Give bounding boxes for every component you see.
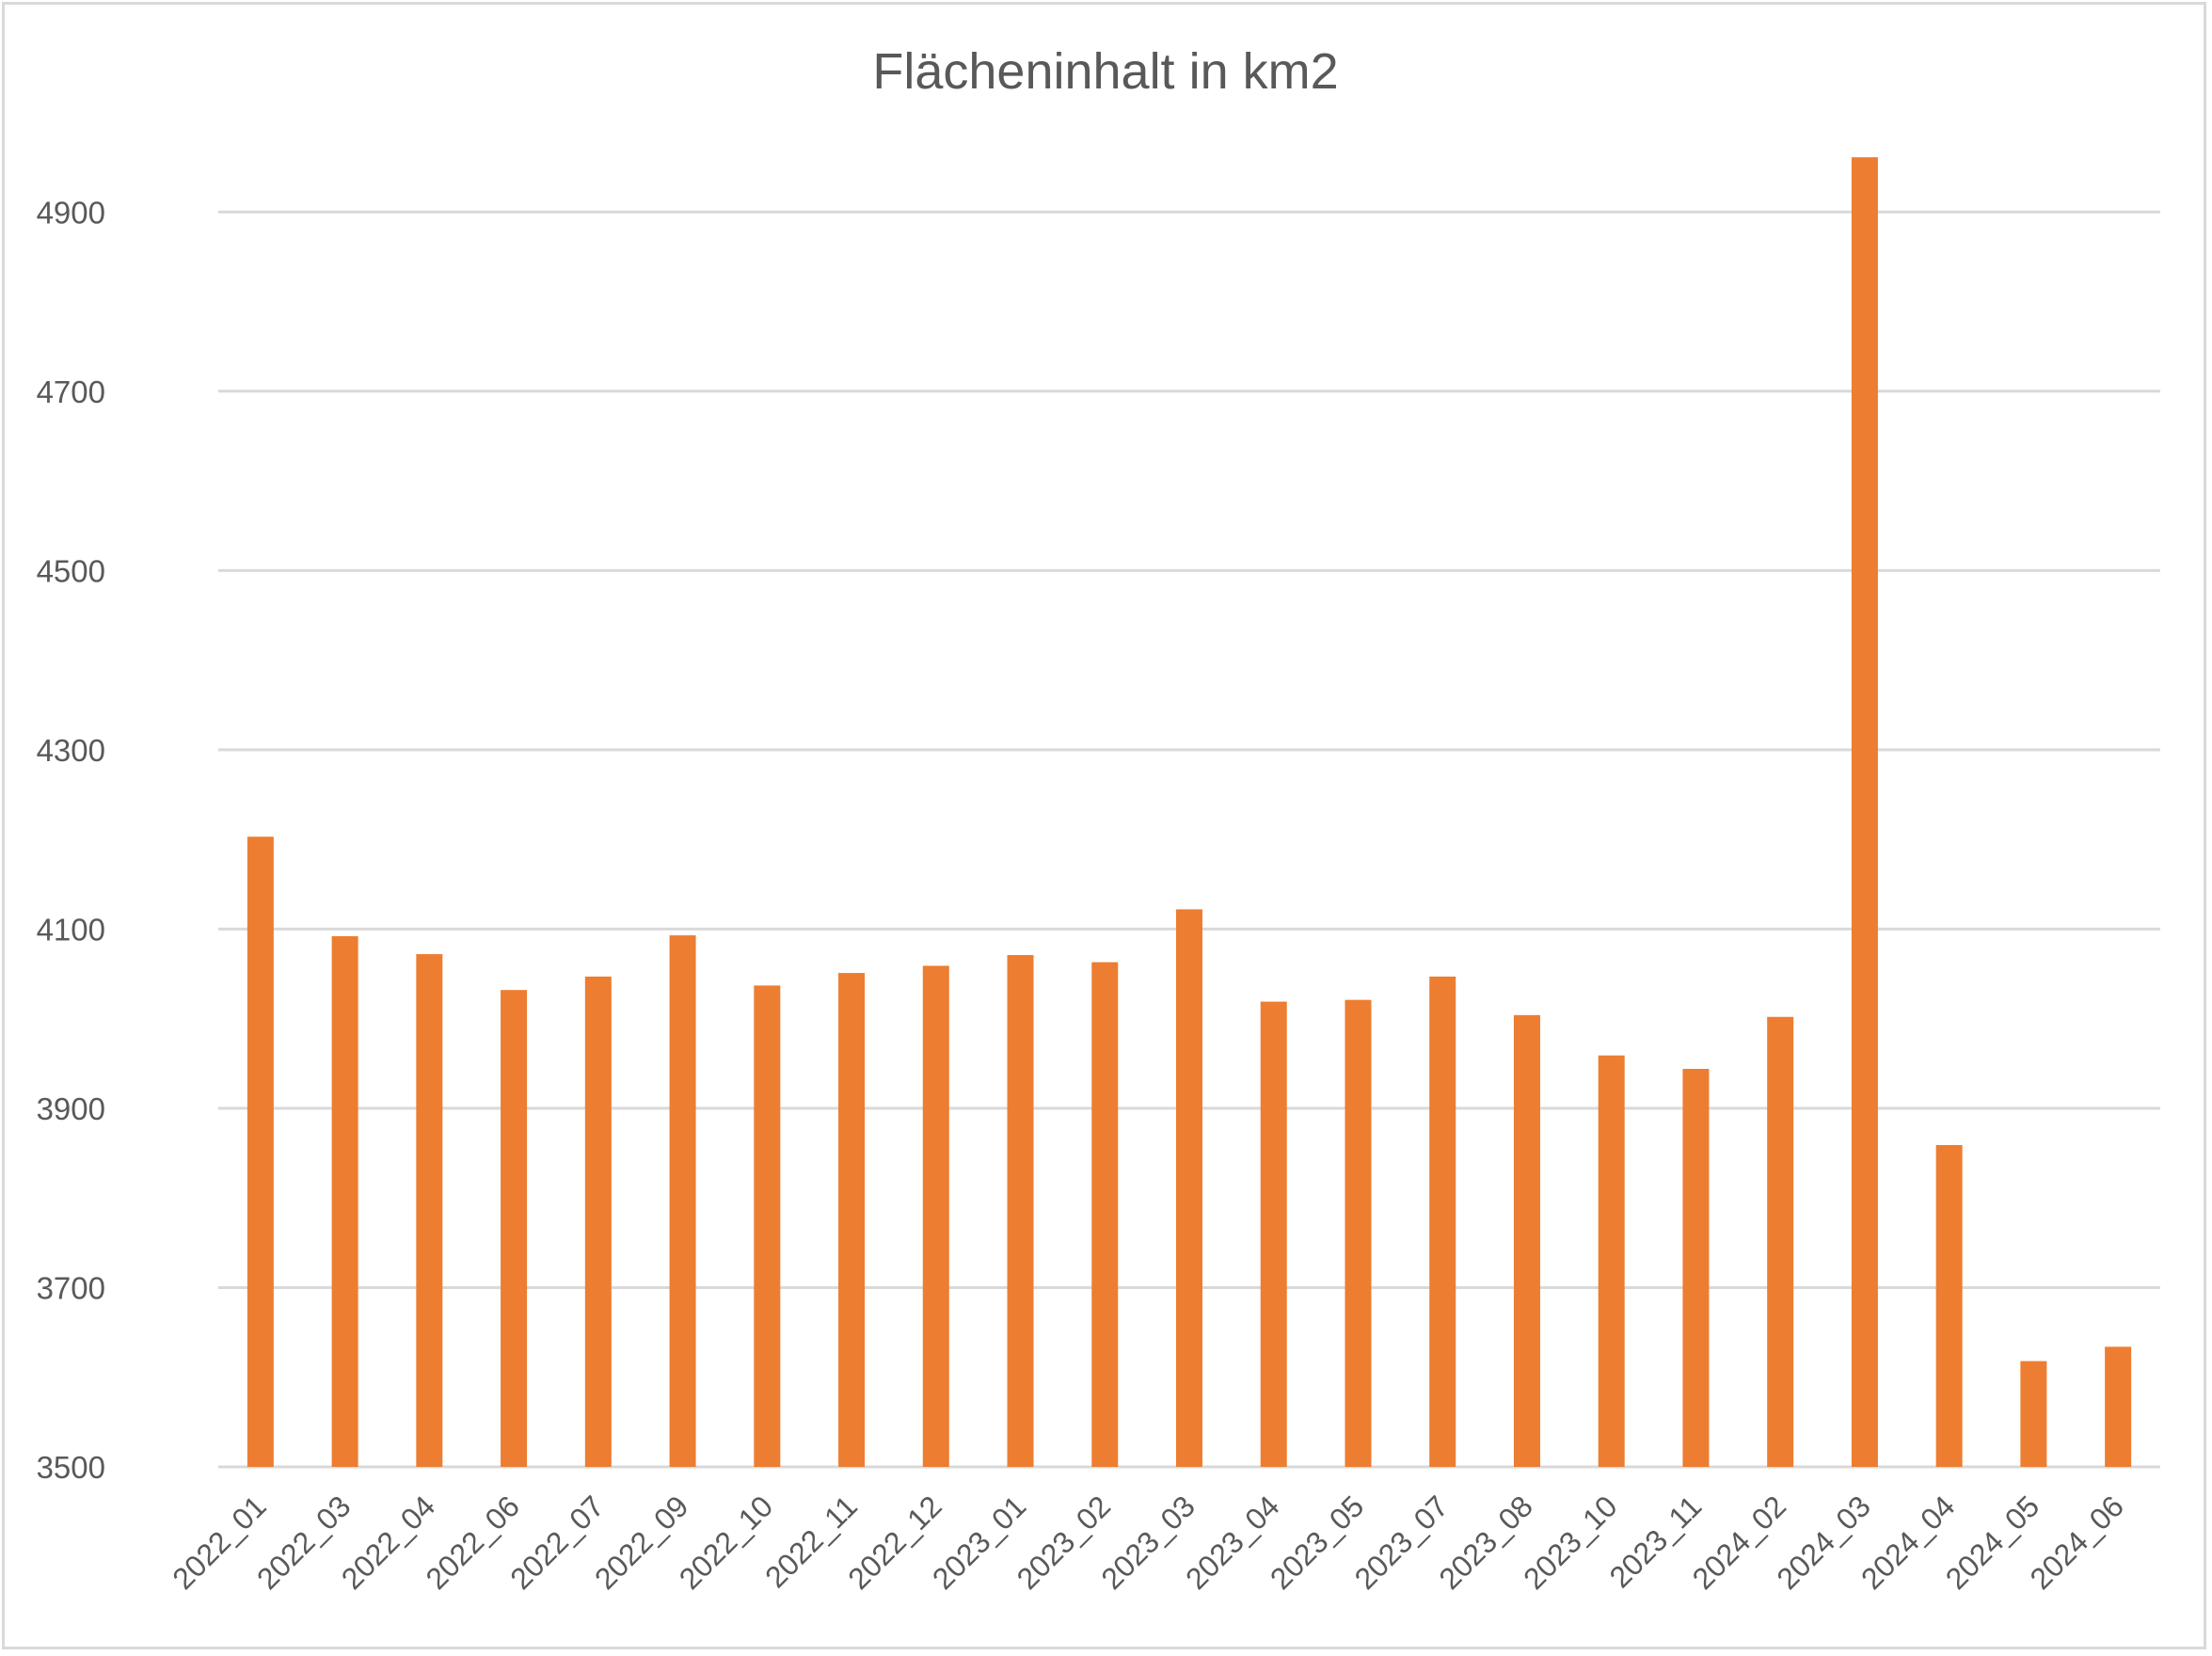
x-tick-label: 2024_05 <box>1939 1489 2046 1596</box>
bar-2023_01 <box>1007 955 1034 1467</box>
x-tick-label: 2023_03 <box>1094 1489 1201 1596</box>
x-tick-label: 2022_03 <box>250 1489 358 1596</box>
x-tick-label: 2024_06 <box>2024 1489 2131 1596</box>
x-tick-label: 2023_10 <box>1517 1489 1624 1596</box>
x-tick-label: 2022_09 <box>588 1489 695 1596</box>
bar-2023_03 <box>1176 909 1202 1467</box>
bar-2022_01 <box>247 836 274 1467</box>
y-tick-label: 4900 <box>37 195 105 230</box>
x-tick-label: 2022_12 <box>841 1489 948 1596</box>
chart-title: Flächeninhalt in km2 <box>872 43 1338 100</box>
bar-2022_09 <box>669 935 696 1467</box>
bars <box>247 157 2132 1467</box>
bar-2023_02 <box>1091 962 1119 1467</box>
x-tick-label: 2022_06 <box>419 1489 526 1596</box>
bar-2023_07 <box>1429 976 1456 1467</box>
bar-2022_11 <box>838 973 866 1467</box>
bar-2023_05 <box>1345 999 1372 1467</box>
bar-2023_10 <box>1598 1055 1625 1467</box>
bar-2022_06 <box>501 990 528 1467</box>
bar-2022_10 <box>754 985 781 1467</box>
x-tick-label: 2023_02 <box>1011 1489 1118 1596</box>
y-axis-ticks: 3500 3700 3900 4100 4300 4500 4700 4900 <box>37 195 105 1485</box>
x-tick-label: 2022_10 <box>673 1489 780 1596</box>
x-tick-label: 2022_07 <box>503 1489 611 1596</box>
bar-2023_08 <box>1513 1014 1540 1467</box>
x-tick-label: 2023_04 <box>1179 1489 1286 1596</box>
bar-2024_04 <box>1935 1144 1963 1467</box>
bar-2024_05 <box>2020 1361 2047 1467</box>
x-tick-label: 2022_04 <box>335 1489 442 1596</box>
bar-2022_12 <box>922 965 949 1467</box>
y-tick-label: 3500 <box>37 1450 105 1485</box>
x-tick-label: 2024_03 <box>1770 1489 1877 1596</box>
x-tick-label: 2022_01 <box>166 1489 273 1596</box>
bar-2023_11 <box>1682 1069 1710 1467</box>
bar-2024_02 <box>1767 1016 1794 1467</box>
y-tick-label: 3700 <box>37 1270 105 1305</box>
bar-2022_07 <box>584 976 612 1467</box>
y-tick-label: 4300 <box>37 733 105 768</box>
y-tick-label: 4500 <box>37 553 105 588</box>
bar-2024_06 <box>2105 1346 2132 1467</box>
x-tick-label: 2023_07 <box>1348 1489 1456 1596</box>
x-tick-label: 2023_05 <box>1264 1489 1371 1596</box>
y-tick-label: 3900 <box>37 1091 105 1126</box>
y-tick-label: 4100 <box>37 912 105 947</box>
gridlines <box>218 210 2160 1469</box>
x-tick-label: 2024_04 <box>1854 1489 1962 1596</box>
x-tick-label: 2023_08 <box>1432 1489 1539 1596</box>
bar-2024_03 <box>1851 157 1878 1467</box>
x-tick-label: 2023_01 <box>926 1489 1033 1596</box>
bar-2022_04 <box>416 954 443 1467</box>
bar-2022_03 <box>331 936 358 1467</box>
y-tick-label: 4700 <box>37 374 105 409</box>
x-axis-ticks: 2022_012022_032022_042022_062022_072022_… <box>166 1489 2130 1596</box>
bar-2023_04 <box>1260 1001 1287 1467</box>
x-tick-label: 2024_02 <box>1686 1489 1793 1596</box>
